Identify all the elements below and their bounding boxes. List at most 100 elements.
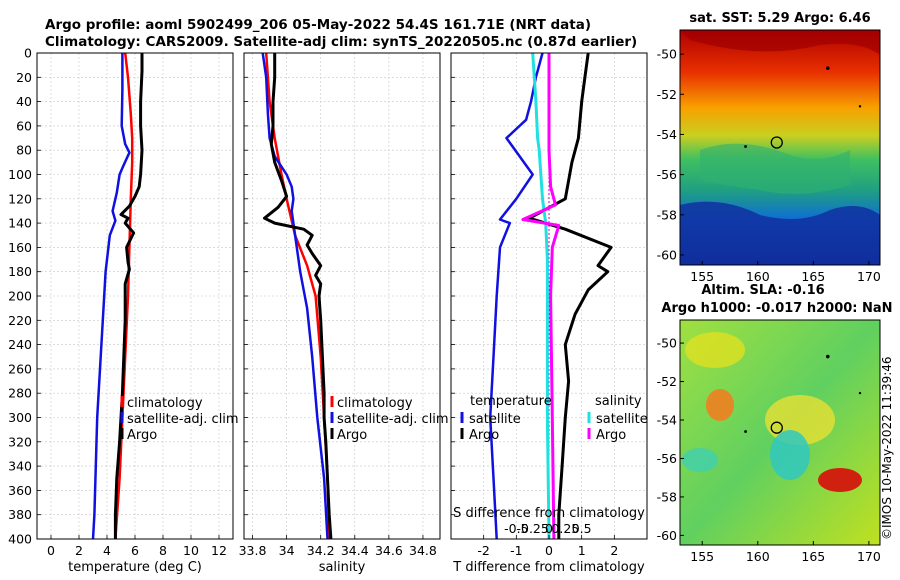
y-tick-label: 380: [8, 507, 32, 522]
sst-green-patch: [700, 143, 850, 194]
y-tick-label: 100: [8, 167, 32, 182]
map-y-tick-label: -50: [657, 47, 677, 62]
x-tick-label: 34.4: [341, 543, 369, 558]
x-tick-label: 34: [279, 543, 295, 558]
map-x-tick-label: 170: [857, 269, 881, 284]
y-tick-label: 400: [8, 532, 32, 547]
s-difference-label: S difference from climatology: [453, 506, 645, 521]
x-axis-label: T difference from climatology: [452, 560, 645, 575]
sla-map-title-line2: Argo h1000: -0.017 h2000: NaN: [661, 301, 892, 316]
map-y-tick-label: -56: [657, 451, 677, 466]
map-y-tick-label: -52: [657, 87, 677, 102]
y-tick-label: 200: [8, 289, 32, 304]
legend-label: satellite-adj. clim: [337, 412, 449, 427]
series-line-s-argo: [521, 53, 561, 540]
x-tick-label: 10: [183, 543, 199, 558]
map-x-tick-label: 155: [690, 269, 714, 284]
sla-cyan-blob: [770, 430, 810, 480]
legend-label: climatology: [127, 396, 203, 411]
map-x-tick-label: 165: [801, 269, 825, 284]
map-x-tick-label: 155: [690, 549, 714, 564]
s-difference-tick-label: -0.5: [504, 521, 528, 536]
legend-label: satellite: [596, 412, 648, 427]
x-axis-label: salinity: [319, 560, 366, 575]
s-difference-tick-label: 0.5: [572, 521, 592, 536]
map-x-tick-label: 170: [857, 549, 881, 564]
credit-text: ©IMOS 10-May-2022 11:39:46: [880, 356, 894, 540]
x-axis-label: temperature (deg C): [68, 560, 202, 575]
y-tick-label: 340: [8, 459, 32, 474]
map-x-tick-label: 160: [746, 549, 770, 564]
map-x-tick-label: 165: [801, 549, 825, 564]
map-y-tick-label: -58: [657, 207, 677, 222]
island-marker: [858, 105, 862, 108]
y-tick-label: 320: [8, 434, 32, 449]
x-tick-label: 34.8: [409, 543, 437, 558]
y-tick-label: 360: [8, 483, 32, 498]
series-line-s-satellite: [531, 52, 551, 540]
x-tick-label: 6: [131, 543, 139, 558]
sla-yellow-blob-1: [685, 332, 745, 368]
s-difference-tick-label: -0.25: [516, 521, 548, 536]
sst-map-frame: [679, 29, 881, 266]
legend-label: Argo: [127, 428, 157, 443]
series-line-t-satellite: [488, 52, 544, 540]
sst-cold-patch: [680, 201, 880, 265]
y-tick-label: 120: [8, 191, 32, 206]
island-marker: [858, 391, 862, 395]
series-line-t-argo: [527, 52, 613, 539]
x-tick-label: 12: [211, 543, 227, 558]
s-difference-tick-label: 0: [545, 521, 553, 536]
x-tick-label: 8: [159, 543, 167, 558]
series-line-satellite-adj-clim: [91, 53, 131, 540]
figure-title-line1: Argo profile: aoml 5902499_206 05-May-20…: [45, 17, 591, 33]
s-difference-tick-label: 0.25: [551, 521, 579, 536]
x-tick-label: -1: [510, 543, 522, 558]
map-y-tick-label: -54: [657, 127, 677, 142]
x-tick-label: 4: [103, 543, 111, 558]
x-tick-label: 1: [578, 543, 586, 558]
legend-label: climatology: [337, 396, 413, 411]
x-tick-label: 0: [47, 543, 55, 558]
sla-map: Altim. SLA: -0.16 Argo h1000: -0.017 h20…: [657, 283, 893, 564]
island-marker: [744, 430, 747, 433]
y-tick-label: 40: [16, 94, 32, 109]
difference-profile-chart: -2 -1 0 1 2 T difference from climatology temp…: [450, 52, 648, 575]
map-x-tick-label: 160: [746, 269, 770, 284]
sst-map-title: sat. SST: 5.29 Argo: 6.46: [689, 11, 870, 26]
legend-label: Argo: [596, 428, 626, 443]
figure-title-line2: Climatology: CARS2009. Satellite-adj cli…: [45, 34, 637, 50]
y-tick-label: 180: [8, 264, 32, 279]
legend-label: Argo: [337, 428, 367, 443]
y-tick-label: 160: [8, 240, 32, 255]
y-tick-label: 220: [8, 313, 32, 328]
y-tick-label: 240: [8, 337, 32, 352]
map-y-tick-label: -52: [657, 374, 677, 389]
map-y-tick-label: -56: [657, 167, 677, 182]
y-tick-label: 300: [8, 410, 32, 425]
sla-red-blob: [818, 468, 862, 492]
y-tick-label: 80: [16, 143, 32, 158]
map-y-tick-label: -50: [657, 336, 677, 351]
y-tick-label: 60: [16, 118, 32, 133]
legend-label: satellite: [469, 412, 521, 427]
series-line-satellite-adj-clim: [261, 52, 329, 540]
temperature-profile-chart: 0204060801001201401601802002202402602803…: [8, 46, 238, 576]
argo-location-marker: [770, 136, 783, 149]
x-tick-label: 2: [610, 543, 618, 558]
map-y-tick-label: -58: [657, 489, 677, 504]
x-tick-label: -2: [477, 543, 489, 558]
sla-cyan-blob-2: [682, 448, 718, 472]
sla-map-frame: [679, 319, 881, 546]
x-tick-label: 33.8: [239, 543, 267, 558]
map-y-tick-label: -54: [657, 413, 677, 428]
island-marker: [825, 66, 830, 70]
island-marker: [744, 145, 747, 148]
sst-warm-patch: [680, 30, 880, 55]
legend-title-salinity: salinity: [595, 394, 642, 409]
series-line-climatology: [114, 52, 134, 540]
x-tick-label: 2: [75, 543, 83, 558]
sla-orange-blob: [706, 389, 734, 421]
x-tick-label: 34.6: [375, 543, 403, 558]
